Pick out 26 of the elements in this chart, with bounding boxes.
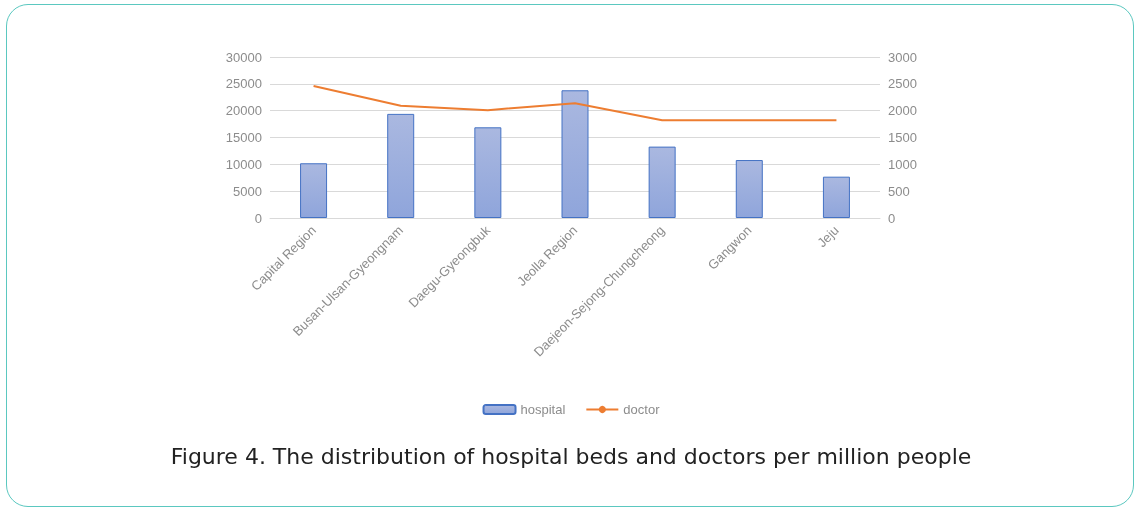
line-series [312, 84, 838, 122]
y-tick-label: 15000 [225, 130, 262, 145]
bar [648, 146, 676, 218]
y2-tick-label: 0 [888, 210, 896, 226]
y-tick-label: 30000 [225, 49, 262, 65]
bar [561, 90, 589, 218]
y2-tick-label: 2000 [888, 103, 917, 119]
bar [474, 127, 502, 218]
legend-label: hospital [520, 402, 566, 417]
y-tick-label: 5000 [233, 183, 262, 199]
y-tick-label: 25000 [225, 76, 262, 92]
y2-tick-label: 1500 [888, 130, 917, 145]
y-tick-label: 0 [254, 210, 262, 226]
legend-label: doctor [623, 402, 661, 417]
y2-tick-label: 3000 [888, 49, 917, 65]
bar [735, 160, 763, 218]
x-tick-label: Jeju [814, 222, 842, 251]
y-tick-label: 10000 [225, 156, 262, 172]
y-tick-label: 20000 [225, 103, 262, 119]
bar [387, 113, 415, 218]
bar [822, 176, 850, 218]
text: Figure 4. The distribution of hospital beds and doctors per million people [170, 443, 972, 469]
y2-tick-label: 2500 [888, 76, 917, 92]
y2-tick-label: 500 [888, 183, 910, 199]
bar [300, 163, 328, 218]
y2-tick-label: 1000 [888, 156, 917, 172]
